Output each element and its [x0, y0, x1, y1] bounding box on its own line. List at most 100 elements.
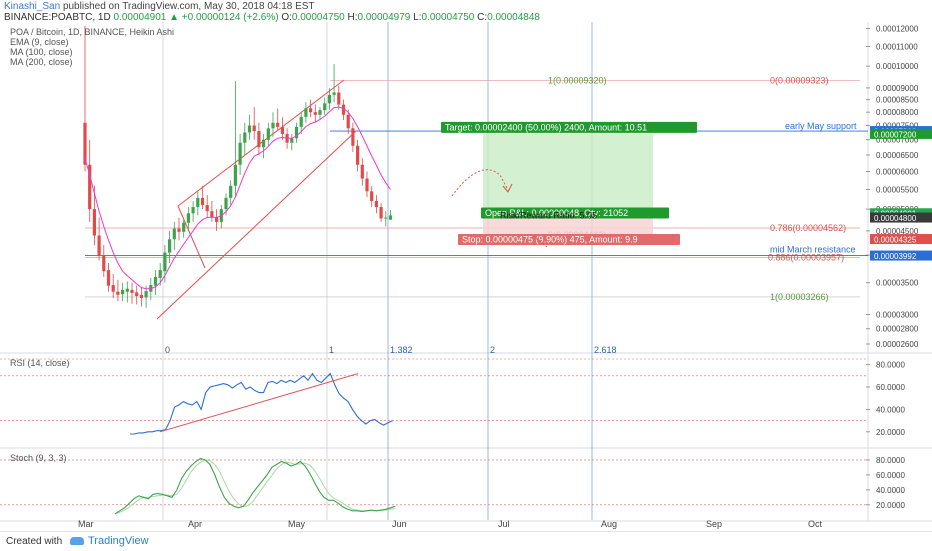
footer: Created with TradingView	[0, 531, 932, 551]
candle-body	[262, 139, 266, 148]
candle-body	[379, 207, 383, 219]
projected-path	[532, 235, 548, 248]
close-label: C:	[477, 12, 488, 23]
candle-body	[351, 128, 355, 146]
price-axis-label: 0.00004325	[874, 236, 917, 245]
fib-level-label: 1(0.00009320)	[548, 76, 607, 86]
time-axis-label: Oct	[808, 519, 823, 529]
open-value: 0.00004750	[291, 12, 345, 23]
candle-body	[243, 132, 247, 143]
chart-svg[interactable]: 0 1 1.382 2 2.618 0.00012000 0.00011000 0.00010…	[0, 0, 932, 530]
candle-body	[266, 128, 270, 140]
stoch-tick-label: 40.0000	[876, 486, 905, 495]
candle-body	[247, 125, 252, 133]
stoch-tick-label: 60.0000	[876, 471, 905, 480]
fib-time-label: 2.618	[594, 345, 617, 355]
legend-entry: EMA (9, close)	[10, 37, 69, 47]
risk-reward-label: Risk/Reward Ratio: 5.05	[500, 211, 597, 221]
fib-level-label: 0(0.00009323)	[770, 76, 829, 86]
rsi-line	[130, 372, 393, 435]
chart-header: Kinashi_San published on TradingView.com…	[0, 0, 932, 23]
legend-entry: MA (100, close)	[10, 47, 73, 57]
price-tick-label: 0.00012000	[876, 25, 919, 34]
time-axis-label: Sep	[706, 519, 722, 529]
price-axis-label: 0.00003992	[874, 252, 917, 261]
price-tick-label: 0.00003000	[876, 310, 919, 319]
candle-body	[229, 185, 233, 198]
last-price: 0.00004901	[113, 12, 167, 23]
candle-body	[290, 138, 294, 143]
price-tick-label: 0.00011000	[876, 43, 918, 52]
channel-edge-line	[177, 205, 206, 269]
stoch-d-line	[114, 459, 396, 515]
symbol-label: BINANCE:POABTC, 1D	[4, 12, 111, 23]
candle-body	[374, 201, 378, 208]
candle-body	[200, 197, 205, 206]
projected-arrow	[502, 183, 513, 193]
candle-body	[106, 270, 111, 286]
low-value: 0.00004750	[421, 12, 475, 23]
stoch-title: Stoch (9, 3, 3)	[10, 453, 67, 463]
fib-level-label: 0.886(0.00003957)	[768, 252, 844, 262]
open-pl-badge: Open P&L: 0.00000048, Qty: 21052	[485, 208, 628, 218]
author-link[interactable]: Kinashi_San	[4, 1, 61, 12]
candle-body	[177, 228, 181, 232]
candle-body	[327, 94, 331, 104]
candle-body	[332, 92, 336, 95]
candle-body	[168, 239, 172, 253]
candle-body	[224, 197, 228, 210]
stop-zone	[483, 217, 653, 240]
price-label-bg	[870, 250, 932, 261]
candle-body	[360, 164, 364, 179]
channel-upper-line	[177, 79, 345, 207]
rsi-trendline	[159, 373, 359, 433]
candle-body	[111, 285, 115, 292]
candle-body	[135, 292, 139, 297]
target-badge-bg	[441, 121, 697, 133]
candle-body	[280, 126, 284, 134]
candle-body	[384, 217, 388, 219]
price-label-bg	[870, 234, 932, 245]
target-zone	[483, 133, 653, 218]
candle-body	[215, 217, 219, 222]
time-axis-label: Jul	[498, 519, 510, 529]
price-tick-label: 0.00003500	[876, 279, 919, 288]
price-tick-label: 0.00010000	[876, 62, 919, 71]
price-tick-label: 0.00007000	[876, 136, 919, 145]
candle-body	[116, 291, 120, 295]
candle-body	[163, 252, 167, 272]
candle-body	[97, 235, 101, 256]
candle-body	[205, 205, 209, 212]
candle-body	[144, 291, 148, 298]
candle-body	[238, 142, 242, 165]
price-axis-label: 0.00007200	[874, 130, 917, 139]
candle-body	[233, 164, 237, 186]
candle-body	[158, 270, 162, 279]
tradingview-icon	[70, 537, 84, 546]
candle-body	[370, 191, 374, 202]
candle-body	[196, 197, 200, 208]
price-label-bg	[870, 212, 932, 223]
fib-time-label: 1	[329, 345, 334, 355]
rsi-title: RSI (14, close)	[10, 358, 70, 368]
price-tick-label: 0.00005500	[876, 185, 919, 194]
candle-body	[323, 103, 327, 111]
candle-body	[304, 108, 308, 117]
stoch-k-line	[114, 457, 396, 515]
candle-body	[102, 255, 106, 272]
time-axis-label: Apr	[188, 519, 202, 529]
candle-body	[309, 108, 313, 113]
rsi-tick-label: 80.0000	[876, 361, 905, 370]
tradingview-brand: TradingView	[88, 535, 149, 547]
support-annotation: early May support	[785, 121, 857, 131]
price-tick-label: 0.00008500	[876, 96, 919, 105]
candle-body	[92, 209, 96, 236]
fib-level-label: 0.786(0.00004562)	[770, 223, 846, 233]
time-axis-label: Mar	[78, 519, 94, 529]
close-value: 0.00004848	[487, 12, 540, 23]
tradingview-logo[interactable]: TradingView	[70, 535, 149, 547]
chart-background	[0, 22, 932, 530]
fib-time-label: 2	[490, 345, 495, 355]
candle-body	[257, 131, 261, 148]
candle-body	[356, 145, 360, 165]
